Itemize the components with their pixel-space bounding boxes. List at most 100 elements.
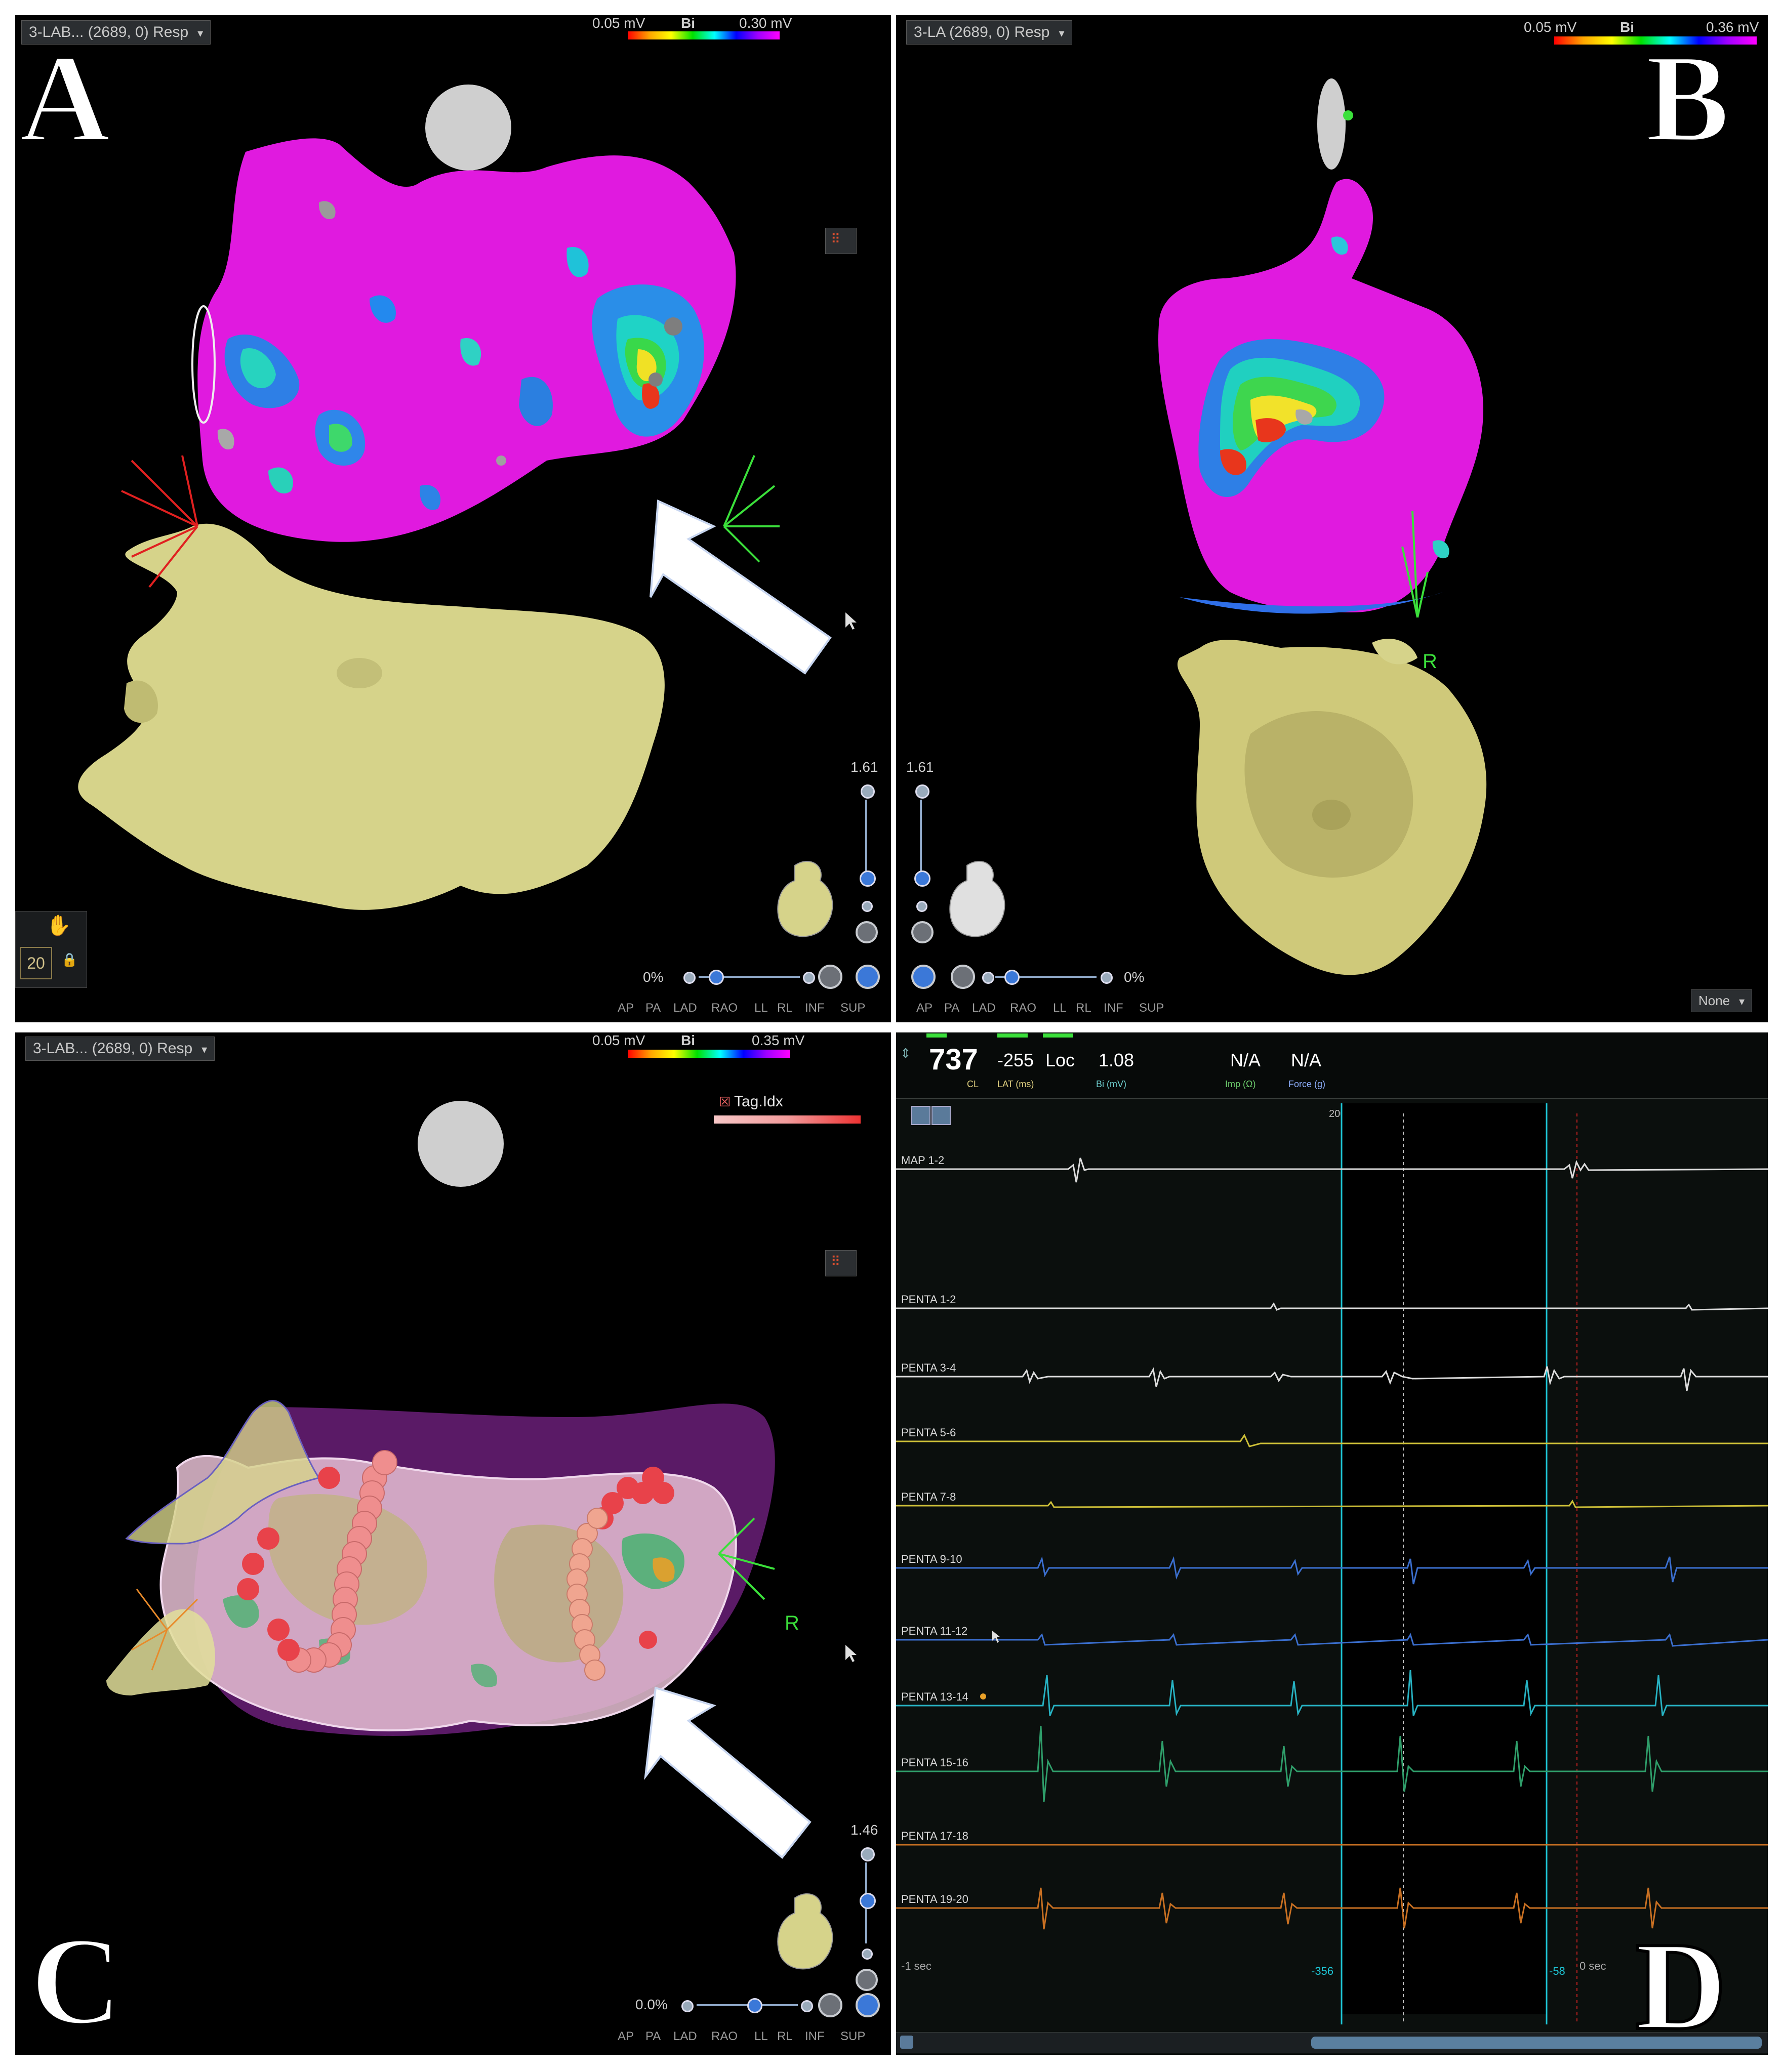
frame-count-box[interactable]: 20 (20, 947, 52, 979)
view-ap-button[interactable]: AP (618, 1001, 634, 1015)
zoom-out-button[interactable] (931, 1106, 951, 1125)
map-options-button[interactable]: ⠿ (825, 228, 857, 254)
opacity-minus-button[interactable] (982, 972, 994, 984)
map-select-dropdown[interactable]: 3-LAB... (2689, 0) Resp ▾ (25, 1037, 215, 1061)
scroll-thumb[interactable] (1311, 2037, 1762, 2049)
zoom-slider-handle[interactable] (860, 871, 876, 887)
opacity-minus-button[interactable] (683, 972, 696, 984)
opacity-plus-button[interactable] (1101, 972, 1113, 984)
rotate-button[interactable] (911, 965, 936, 989)
zoom-in-button[interactable] (911, 1106, 930, 1125)
zoom-slider-handle[interactable] (914, 871, 930, 887)
channel-label[interactable]: MAP 1-2 (901, 1154, 945, 1167)
view-inf-button[interactable]: INF (1104, 1001, 1123, 1015)
mouse-cursor-icon (845, 612, 857, 630)
opacity-slider-handle[interactable] (1004, 970, 1020, 985)
bi-label: Bi (mV) (1096, 1079, 1126, 1089)
electrogram-traces[interactable] (896, 1032, 1768, 2055)
camera-button[interactable] (818, 1993, 842, 2017)
panel-b-anatomy-view[interactable]: R (896, 15, 1768, 1022)
opacity-slider-track[interactable] (699, 976, 800, 978)
zoom-value-label: 1.61 (906, 759, 934, 775)
view-rl-button[interactable]: RL (1076, 1001, 1091, 1015)
channel-label[interactable]: PENTA 15-16 (901, 1756, 968, 1769)
zoom-plus-button[interactable] (861, 1847, 875, 1861)
opacity-slider-handle[interactable] (709, 970, 724, 985)
reset-view-button[interactable] (911, 921, 934, 943)
orientation-heart-icon[interactable] (947, 855, 1012, 941)
time-left-label: -1 sec (901, 1960, 931, 1972)
rotate-button[interactable] (856, 965, 880, 989)
view-inf-button[interactable]: INF (805, 2029, 825, 2043)
zoom-slider-track[interactable] (865, 800, 867, 881)
camera-button[interactable] (951, 965, 975, 989)
trace-penta-7-8 (896, 1500, 1768, 1508)
opacity-plus-button[interactable] (801, 2000, 813, 2012)
view-ap-button[interactable]: AP (916, 1001, 933, 1015)
tag-index-label: Tag.Idx (734, 1093, 783, 1110)
map-options-button[interactable]: ⠿ (825, 1250, 857, 1276)
view-ll-button[interactable]: LL (1053, 1001, 1067, 1015)
loc-value: Loc (1045, 1050, 1075, 1070)
timeline-scrollbar[interactable] (896, 2032, 1768, 2053)
zoom-minus-button[interactable] (862, 901, 873, 912)
channel-label[interactable]: PENTA 1-2 (901, 1293, 956, 1306)
channel-label[interactable]: PENTA 19-20 (901, 1893, 968, 1905)
view-lad-button[interactable]: LAD (673, 2029, 697, 2043)
rotate-button[interactable] (856, 1993, 880, 2017)
trace-penta-11-12 (896, 1633, 1768, 1647)
zoom-minus-button[interactable] (862, 1949, 873, 1960)
tool-box: ✋ 20 🔒 (15, 911, 87, 988)
scroll-left-button[interactable] (900, 2036, 913, 2049)
reset-view-button[interactable] (856, 921, 878, 943)
none-select-dropdown[interactable]: None ▾ (1691, 989, 1753, 1012)
view-ll-button[interactable]: LL (754, 2029, 768, 2043)
orientation-heart-icon[interactable] (775, 855, 840, 941)
opacity-minus-button[interactable] (681, 2000, 694, 2012)
channel-label[interactable]: PENTA 17-18 (901, 1830, 968, 1842)
view-rl-button[interactable]: RL (777, 2029, 793, 2043)
view-sup-button[interactable]: SUP (1139, 1001, 1164, 1015)
opacity-slider-handle[interactable] (747, 1998, 762, 2013)
opacity-plus-button[interactable] (803, 972, 815, 984)
channel-label[interactable]: PENTA 5-6 (901, 1426, 956, 1439)
zoom-slider-track[interactable] (920, 800, 922, 881)
channel-label[interactable]: PENTA 13-14 (901, 1690, 968, 1703)
camera-button[interactable] (818, 965, 842, 989)
view-rl-button[interactable]: RL (777, 1001, 793, 1015)
channel-label[interactable]: PENTA 3-4 (901, 1361, 956, 1374)
view-ll-button[interactable]: LL (754, 1001, 768, 1015)
sort-arrows-icon[interactable]: ⇕ (900, 1046, 911, 1061)
view-rao-button[interactable]: RAO (711, 1001, 738, 1015)
channel-label[interactable]: PENTA 9-10 (901, 1553, 962, 1565)
hand-icon[interactable]: ✋ (46, 915, 71, 937)
view-pa-button[interactable]: PA (645, 1001, 661, 1015)
view-lad-button[interactable]: LAD (972, 1001, 996, 1015)
map-select-dropdown[interactable]: 3-LA (2689, 0) Resp ▾ (906, 20, 1072, 45)
map-select-dropdown[interactable]: 3-LAB... (2689, 0) Resp ▾ (21, 20, 211, 45)
zoom-minus-button[interactable] (916, 901, 927, 912)
channel-label[interactable]: PENTA 7-8 (901, 1490, 956, 1503)
zoom-slider-handle[interactable] (860, 1893, 876, 1909)
view-ap-button[interactable]: AP (618, 2029, 634, 2043)
opacity-slider-track[interactable] (995, 976, 1097, 978)
view-sup-button[interactable]: SUP (840, 1001, 866, 1015)
orientation-heart-icon[interactable] (775, 1888, 840, 1974)
view-sup-button[interactable]: SUP (840, 2029, 866, 2043)
tag-checkbox-icon[interactable]: ☒ (719, 1094, 731, 1109)
view-rao-button[interactable]: RAO (711, 2029, 738, 2043)
view-lad-button[interactable]: LAD (673, 1001, 697, 1015)
view-pa-button[interactable]: PA (944, 1001, 960, 1015)
force-value: N/A (1291, 1050, 1322, 1070)
view-inf-button[interactable]: INF (805, 1001, 825, 1015)
view-rao-button[interactable]: RAO (1010, 1001, 1037, 1015)
zoom-plus-button[interactable] (915, 784, 929, 799)
reset-view-button[interactable] (856, 1969, 878, 1991)
zoom-plus-button[interactable] (861, 784, 875, 799)
panel-c-anatomy-view[interactable]: R (15, 1032, 891, 2055)
view-pa-button[interactable]: PA (645, 2029, 661, 2043)
channel-label[interactable]: PENTA 11-12 (901, 1625, 968, 1637)
panel-a-anatomy-view[interactable] (15, 15, 891, 1022)
chevron-down-icon: ▾ (201, 1043, 208, 1056)
lock-icon[interactable]: 🔒 (61, 952, 78, 967)
